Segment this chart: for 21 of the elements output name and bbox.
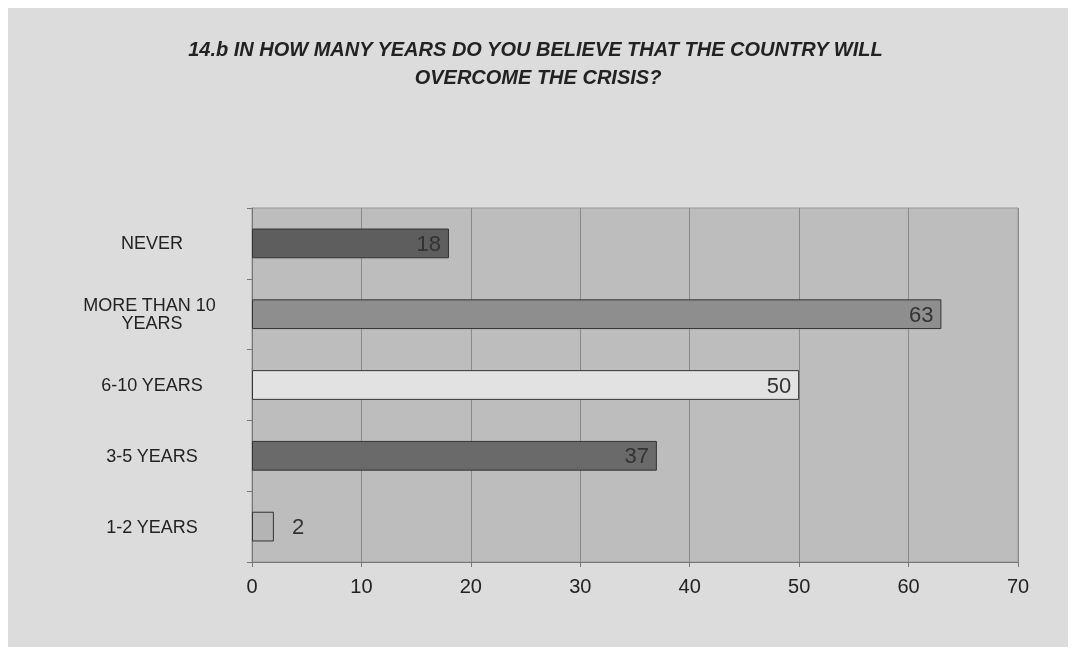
chart-title: 14.b IN HOW MANY YEARS DO YOU BELIEVE THAT THE COUNTRY WILL OVERCOME THE CRISIS? [188,38,888,88]
data-label: 37 [624,443,649,469]
bar [252,228,449,259]
bar [252,440,657,471]
x-tick-label: 70 [1006,575,1030,597]
y-tick-label: MORE THAN 10 YEARS [83,295,221,334]
data-label: 2 [291,514,305,540]
x-tick-label: 30 [569,575,592,597]
data-label: 63 [908,301,934,327]
x-tick-label: 10 [350,575,373,597]
y-tick-label: 1-2 YEARS [106,516,198,537]
y-tick-label: 3-5 YEARS [106,445,198,466]
y-tick-label: 6-10 YEARS [101,375,203,395]
x-tick-label: 0 [246,575,258,597]
x-tick-label: 40 [678,575,701,597]
x-tick-label: 50 [788,575,811,597]
y-tick-label: NEVER [120,233,184,254]
bar [252,370,800,400]
x-tick-label: 60 [897,575,920,597]
x-tick-label: 20 [459,575,482,597]
data-label: 50 [766,372,792,398]
